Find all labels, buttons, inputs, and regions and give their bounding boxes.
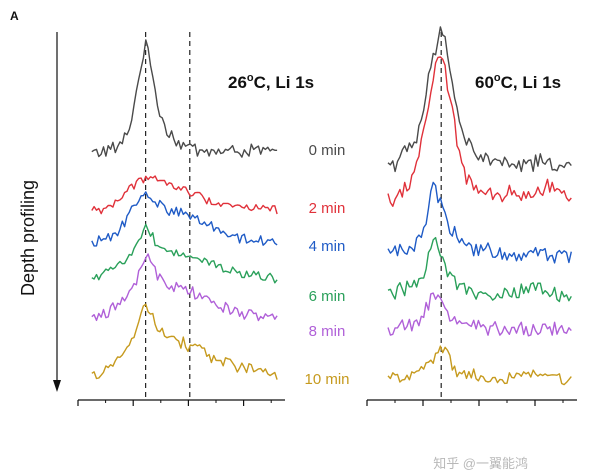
panel-2-series-6-min xyxy=(387,236,572,303)
time-label-2-min: 2 min xyxy=(309,200,346,217)
panel-1-series-4-min xyxy=(91,191,278,247)
panel-1-title: 26oC, Li 1s xyxy=(228,72,314,92)
panel-2-series-8-min xyxy=(387,292,572,337)
time-label-6-min: 6 min xyxy=(309,288,346,305)
panel-1-series-10-min xyxy=(91,303,278,380)
panel-1-series-8-min xyxy=(91,253,278,322)
panel-2-series-0-min xyxy=(387,26,572,173)
panel-2-title: 60oC, Li 1s xyxy=(475,72,561,92)
depth-profiling-label: Depth profiling xyxy=(18,180,38,296)
panel-letter: A xyxy=(10,9,19,23)
panel-2-series-10-min xyxy=(387,345,572,386)
time-label-0-min: 0 min xyxy=(309,142,346,159)
time-label-4-min: 4 min xyxy=(309,238,346,255)
time-label-10-min: 10 min xyxy=(304,371,349,388)
time-label-8-min: 8 min xyxy=(309,323,346,340)
panel-1-series-0-min xyxy=(91,39,278,158)
panel-2-series-4-min xyxy=(387,181,572,264)
panel-1-series-6-min xyxy=(91,223,278,284)
depth-arrow-head-icon xyxy=(53,380,61,392)
panel-2-series-2-min xyxy=(387,56,572,207)
panel-1-series-2-min xyxy=(91,175,278,215)
watermark: 知乎 @一翼能鸿 xyxy=(433,456,528,471)
